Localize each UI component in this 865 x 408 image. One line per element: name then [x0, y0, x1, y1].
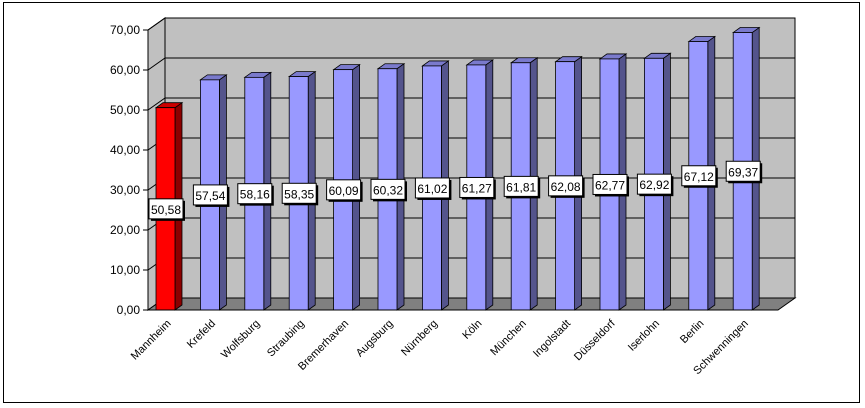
data-label: 69,37: [725, 160, 763, 184]
data-label-text: 58,16: [240, 188, 270, 202]
data-label: 58,35: [281, 182, 319, 206]
data-labels: 50,58 57,54 58,16 58,35 60,09 60,32 61,02 61,27…: [148, 160, 763, 221]
data-label-box: [636, 173, 672, 195]
x-axis: Mannheim Krefeld Wolfsburg StraubingBremerh…: [129, 309, 778, 377]
x-tick-label: Nürnberg: [399, 318, 440, 359]
data-label-text: 58,35: [284, 187, 314, 201]
data-label-box: [503, 175, 539, 197]
data-label-box: [192, 184, 228, 206]
data-label: 61,81: [503, 175, 541, 199]
x-tick-label: Ingolstadt: [531, 318, 573, 360]
data-label: 62,92: [636, 173, 674, 197]
x-tick-label: Iserlohn: [626, 318, 662, 354]
data-label-box: [148, 198, 184, 220]
data-label: 57,54: [192, 184, 230, 207]
y-tick-label: 60,00: [110, 63, 140, 77]
data-label-text: 67,12: [684, 170, 714, 184]
x-tick-label: Mannheim: [129, 318, 174, 363]
x-tick-label: Düsseldorf: [572, 317, 618, 363]
data-label: 67,12: [681, 165, 718, 188]
y-tick-label: 30,00: [110, 183, 140, 197]
data-label-text: 62,77: [595, 178, 625, 192]
data-label: 60,32: [370, 178, 407, 202]
data-label-box: [592, 173, 628, 195]
data-label: 60,09: [326, 179, 363, 202]
data-label-text: 69,37: [728, 165, 758, 179]
data-label-box: [548, 175, 584, 197]
data-label-text: 50,58: [151, 203, 181, 217]
data-label: 62,08: [548, 175, 585, 198]
data-label: 61,27: [459, 176, 496, 200]
data-label: 61,02: [414, 177, 452, 200]
data-label-text: 61,27: [462, 181, 492, 195]
gridline: [147, 97, 795, 111]
x-tick-label: Berlin: [678, 318, 706, 346]
data-label-box: [681, 165, 717, 187]
data-label-text: 62,08: [551, 180, 581, 194]
gridline: [147, 17, 795, 31]
data-label-box: [459, 176, 495, 198]
x-tick-label: Köln: [460, 318, 484, 342]
data-label-text: 62,92: [639, 178, 669, 192]
x-tick-label: Krefeld: [185, 318, 218, 351]
x-tick-label: Straubing: [265, 318, 307, 360]
data-label-text: 61,02: [417, 182, 447, 196]
data-label-box: [414, 177, 450, 199]
data-label-text: 60,09: [329, 184, 359, 198]
y-tick-label: 50,00: [110, 103, 140, 117]
gridline: [147, 57, 795, 71]
data-label-box: [370, 178, 406, 200]
data-label: 62,77: [592, 173, 629, 197]
x-tick-label: München: [488, 318, 528, 358]
y-tick-label: 40,00: [110, 143, 140, 157]
data-label-box: [725, 160, 761, 182]
data-label-text: 60,32: [373, 183, 403, 197]
y-tick-label: 0,00: [117, 303, 141, 317]
x-tick-label: Augsburg: [354, 318, 396, 360]
data-label-text: 61,81: [506, 180, 536, 194]
y-axis: 0,00 10,00 20,00 30,00 40,00 50,00 60,00 70,00: [110, 23, 149, 317]
data-label-box: [326, 179, 362, 201]
data-label-box: [281, 182, 317, 204]
data-label-text: 57,54: [195, 189, 225, 203]
x-tick-label: Wolfsburg: [219, 318, 262, 361]
y-tick-label: 70,00: [110, 23, 140, 37]
data-label-box: [237, 183, 273, 205]
data-label: 50,58: [148, 198, 185, 221]
data-label: 58,16: [237, 183, 274, 206]
y-tick-label: 10,00: [110, 263, 140, 277]
y-tick-label: 20,00: [110, 223, 140, 237]
